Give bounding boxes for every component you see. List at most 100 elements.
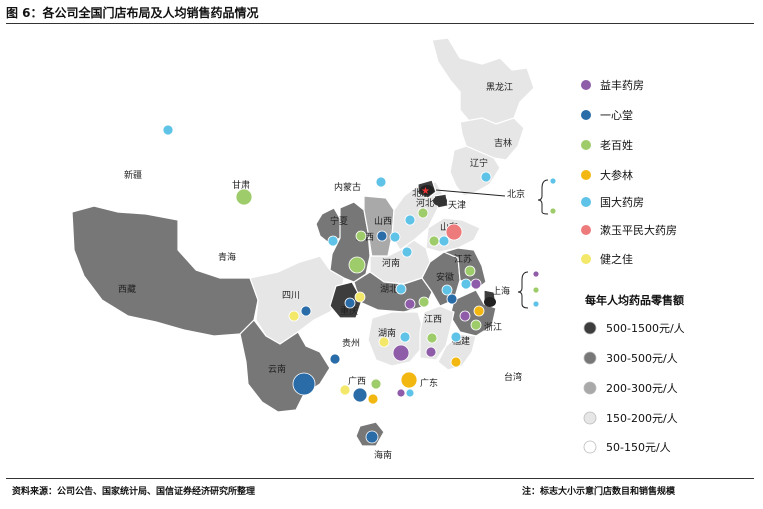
label-taiwan: 台湾 (504, 371, 522, 383)
legend-dot-4 (581, 197, 591, 207)
store-marker-dashenlin (400, 371, 418, 389)
province-hunan (367, 311, 425, 367)
legend-label-2: 老百姓 (600, 138, 633, 152)
store-marker-jianzhijia (354, 291, 366, 303)
store-marker-guoda (395, 283, 407, 295)
label-hebei: 河北 (416, 197, 434, 209)
store-marker-laobaixing (355, 230, 367, 242)
scale-dot-0 (583, 321, 597, 335)
store-marker-yixintang (300, 305, 312, 317)
store-marker-yifeng (392, 344, 410, 362)
store-marker-laobaixing (464, 265, 476, 277)
province-liaoning (449, 145, 501, 197)
store-marker-guoda (532, 300, 540, 308)
legend-dot-2 (581, 140, 591, 150)
store-marker-guoda (405, 388, 415, 398)
store-marker-guoda (450, 331, 462, 343)
store-marker-yifeng (396, 388, 406, 398)
province-zhejiang (449, 289, 497, 337)
scale-dot-4 (583, 440, 597, 454)
scale-label-1: 300-500元/人 (606, 352, 678, 365)
company-legend: 益丰药房 一心堂 老百姓 大参林 国大药房 漱玉平民大药房 健之佳 (581, 78, 677, 266)
store-marker-yifeng (459, 310, 471, 322)
store-marker-guoda (399, 331, 411, 343)
legend-dot-1 (581, 110, 591, 120)
label-anhui: 安徽 (436, 271, 454, 283)
label-shanghai: 上海 (492, 285, 510, 297)
store-marker-yixintang (365, 430, 379, 444)
store-marker-yixintang (376, 230, 388, 242)
label-jiangxi: 江西 (424, 314, 442, 325)
legend-dot-0 (581, 80, 591, 90)
store-marker-laobaixing (417, 207, 429, 219)
label-guizhou: 贵州 (342, 337, 360, 349)
store-marker-yixintang (292, 372, 316, 396)
shanghai-callout (517, 270, 540, 309)
scale-dot-3 (583, 411, 597, 425)
legend-dot-5 (581, 225, 591, 235)
scale-label-2: 200-300元/人 (606, 382, 678, 395)
store-marker-yixintang (329, 353, 341, 365)
legend-dot-3 (581, 170, 591, 180)
beijing-callout-label: 北京 (507, 188, 525, 200)
label-gansu: 甘肃 (232, 179, 250, 191)
label-shanxi: 山西 (374, 216, 392, 227)
beijing-store-cluster (420, 185, 434, 195)
legend-label-3: 大参林 (600, 168, 633, 182)
legend-label-6: 健之佳 (600, 252, 633, 266)
store-marker-guoda (480, 171, 492, 183)
store-marker-dashenlin (473, 305, 485, 317)
scale-legend: 每年人均药品零售额 500-1500元/人 300-500元/人 200-300… (583, 293, 685, 454)
store-marker-jianzhijia (288, 310, 300, 322)
province-fujian (437, 333, 477, 371)
store-marker-yifeng (470, 278, 482, 290)
store-marker-shuyu (445, 223, 463, 241)
label-neimenggu: 内蒙古 (334, 181, 361, 193)
scale-label-4: 50-150元/人 (606, 441, 671, 454)
store-marker-laobaixing (470, 319, 482, 331)
legend-label-0: 益丰药房 (600, 78, 644, 92)
store-marker-yifeng (532, 270, 540, 278)
label-qinghai: 青海 (218, 251, 236, 263)
scale-label-0: 500-1500元/人 (606, 322, 685, 335)
label-sichuan: 四川 (282, 291, 300, 301)
store-marker-laobaixing (532, 286, 540, 294)
label-guangxi: 广西 (348, 375, 366, 387)
store-marker-guoda (401, 246, 413, 258)
store-marker-laobaixing (428, 235, 440, 247)
store-marker-jianzhijia (339, 384, 351, 396)
store-marker-yixintang (352, 387, 368, 403)
store-marker-guoda (438, 235, 450, 247)
label-guangdong: 广东 (420, 377, 438, 389)
label-jilin: 吉林 (494, 137, 512, 149)
store-marker-guoda (375, 176, 387, 188)
store-marker-laobaixing (348, 256, 366, 274)
label-henan: 河南 (382, 257, 400, 269)
store-marker-guoda (389, 231, 401, 243)
label-chongqing: 重庆 (340, 305, 358, 317)
label-xizang: 西藏 (118, 283, 136, 295)
label-ningxia: 宁夏 (330, 215, 348, 227)
store-marker-guoda (441, 284, 453, 296)
footer-divider (6, 478, 754, 479)
label-hunan: 湖南 (378, 327, 396, 339)
tianjin-store-cluster (433, 196, 447, 206)
shanghai-store-cluster (484, 297, 496, 307)
beijing-star-icon: ★ (421, 186, 430, 197)
store-marker-guoda (549, 177, 557, 185)
store-marker-laobaixing (235, 188, 253, 206)
scale-legend-title: 每年人均药品零售额 (585, 293, 684, 307)
scale-dot-1 (583, 351, 597, 365)
store-marker-dashenlin (367, 393, 379, 405)
store-marker-guoda (327, 235, 339, 247)
beijing-callout: 北京 (435, 177, 557, 215)
store-marker-guoda (404, 214, 416, 226)
label-yunnan: 云南 (268, 363, 286, 375)
province-xizang (71, 205, 259, 337)
label-tianjin: 天津 (448, 200, 466, 211)
store-marker-dashenlin (450, 356, 462, 368)
source-note: 资料来源：公司公告、国家统计局、国信证券经济研究所整理 (12, 487, 256, 497)
store-marker-guoda (460, 278, 472, 290)
province-taiwan (489, 349, 509, 391)
